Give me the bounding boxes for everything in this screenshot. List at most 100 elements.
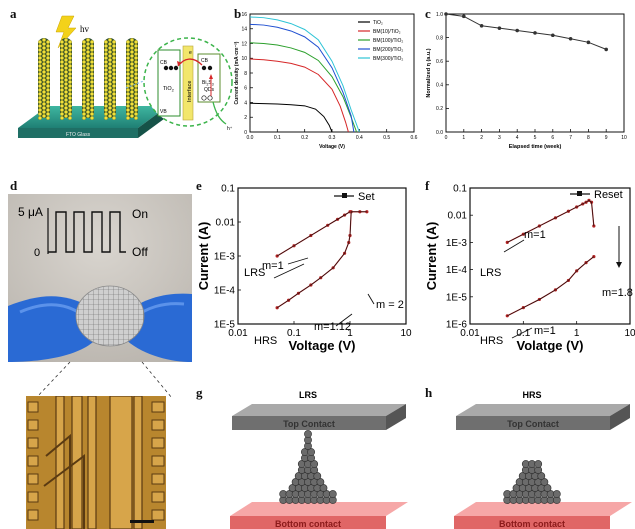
x-tick-label: 0.1 — [274, 135, 281, 141]
panel-letter-b: b — [234, 6, 242, 21]
zero-label: 0 — [34, 247, 40, 259]
current-scale-label: 5 μA — [18, 205, 43, 219]
y-tick-label: 4 — [244, 100, 247, 106]
metal-atom — [310, 460, 319, 468]
metal-atom — [552, 490, 561, 498]
filament-ruptured — [503, 460, 561, 504]
panel-a-schematic: hv FTO Glass Interface CB VB TiO2 CB Bi2… — [18, 15, 233, 138]
chart-e-xlabel: Voltage (V) — [289, 338, 356, 353]
qds-label: QDs — [204, 87, 215, 93]
legend-label: BM(10)/TiO₂ — [373, 29, 401, 35]
chart-c: 0 1 2 3 4 5 6 7 8 9 10 0.0 0.2 0.4 0.6 0.8 1.0 Elapsed t… — [426, 12, 627, 150]
y-tick-label: 0.2 — [436, 106, 443, 112]
electron-dots — [163, 65, 213, 71]
flexible-device — [75, 285, 145, 347]
data-point — [586, 40, 591, 45]
x-tick-label: 7 — [569, 135, 572, 141]
annotation: LRS — [244, 267, 265, 279]
series-line — [276, 211, 367, 309]
top-contact — [456, 416, 610, 430]
data-point — [462, 14, 466, 19]
panel-letter-c: c — [425, 6, 431, 21]
bi2s3-label: Bi2S3 — [202, 80, 214, 87]
y-tick-label: 2 — [244, 115, 247, 121]
metal-atom — [319, 484, 328, 492]
x-tick-label: 3 — [498, 135, 501, 141]
annotation: m=1 — [534, 325, 556, 337]
switching-waveform — [48, 211, 126, 253]
top-contact — [232, 416, 386, 430]
filament-conductive — [279, 430, 337, 504]
x-tick-label: 9 — [605, 135, 608, 141]
chart-c-ylabel: Normalized η (a.u.) — [426, 48, 432, 97]
metal-atom — [313, 472, 322, 480]
x-tick-label: 10 — [400, 328, 412, 339]
y-tick-label: 16 — [241, 12, 247, 18]
y-tick-label: 12 — [241, 41, 247, 47]
annotation: m=1 — [524, 229, 546, 241]
off-label: Off — [132, 245, 148, 259]
panel-letter-f: f — [425, 178, 430, 193]
x-tick-label: 0.0 — [247, 135, 254, 141]
legend-label: BM(200)/TiO₂ — [373, 47, 403, 53]
plot-frame — [469, 187, 631, 325]
hrs-state-label: HRS — [522, 390, 541, 400]
y-tick-label: 6 — [244, 86, 247, 92]
y-tick-label: 14 — [241, 27, 247, 33]
interface-label: Interface — [187, 81, 193, 102]
metal-atom — [307, 448, 315, 456]
x-tick-label: 0.5 — [383, 135, 390, 141]
device-photo: 5 μA 0 On Off — [8, 194, 192, 362]
annotation: LRS — [480, 267, 501, 279]
legend-label: Reset — [594, 189, 623, 201]
x-tick-label: 10 — [621, 135, 627, 141]
lightning-icon — [55, 15, 77, 49]
series-line — [249, 58, 349, 133]
x-tick-label: 8 — [587, 135, 590, 141]
bottom-contact — [454, 516, 610, 529]
x-tick-label: 0.6 — [411, 135, 418, 141]
series-line — [249, 16, 360, 133]
annotation: m=1.12 — [314, 321, 351, 333]
x-tick-label: 0.4 — [356, 135, 363, 141]
data-point — [497, 26, 502, 30]
electrode-micrograph — [26, 396, 166, 529]
hv-label: hv — [80, 24, 90, 34]
substrate-front — [18, 128, 138, 138]
series-line — [249, 23, 355, 133]
top-contact-label: Top Contact — [283, 419, 335, 429]
x-tick-label: 1 — [347, 328, 353, 339]
metal-atom — [543, 484, 552, 492]
x-tick-label: 0.1 — [516, 328, 530, 339]
zoom-lines — [35, 361, 173, 399]
x-tick-label: 0.3 — [329, 135, 336, 141]
series-line — [445, 13, 607, 50]
annotation: m=1.8 — [602, 287, 633, 299]
y-tick-label: 10 — [241, 56, 247, 62]
chart-e-ylabel: Current (A) — [196, 222, 211, 291]
y-tick-label: 0.1 — [453, 184, 467, 195]
bottom-contact-label: Bottom contact — [275, 519, 341, 529]
y-tick-label: 0.6 — [436, 59, 443, 65]
data-point — [551, 33, 555, 38]
x-tick-label: 0.01 — [228, 328, 248, 339]
legend-label: BM(300)/TiO₂ — [373, 56, 403, 62]
y-tick-label: 1E-5 — [214, 320, 236, 331]
on-label: On — [132, 207, 148, 221]
y-tick-label: 8 — [244, 71, 247, 77]
series-line — [249, 42, 358, 133]
tio2-label: TiO2 — [163, 86, 175, 93]
legend-label: Set — [358, 191, 375, 203]
panel-letter-d: d — [10, 178, 18, 193]
panel-letter-h: h — [425, 385, 433, 400]
chart-c-xlabel: Elapsed time (week) — [509, 144, 562, 150]
annotation: HRS — [480, 335, 503, 347]
chart-b-xlabel: Voltage (V) — [319, 144, 345, 150]
data-point — [505, 314, 509, 318]
y-tick-label: 0.1 — [221, 184, 235, 195]
metal-atom — [304, 430, 312, 438]
cb-label-right: CB — [201, 58, 209, 64]
cb-label-left: CB — [160, 60, 168, 66]
series-line — [249, 102, 333, 133]
